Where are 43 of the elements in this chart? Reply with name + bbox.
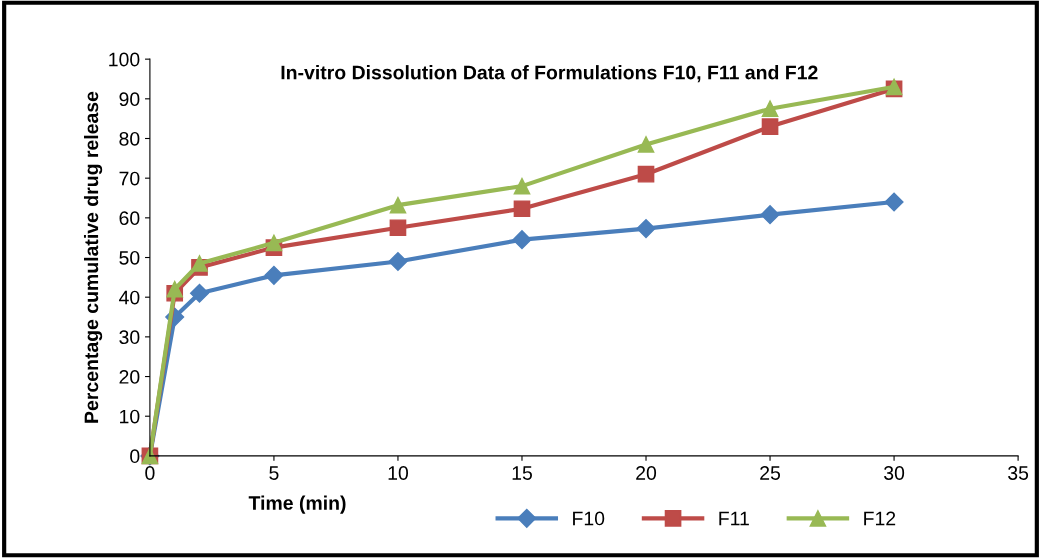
y-tick-label: 70 xyxy=(119,171,140,186)
x-tick-label: 35 xyxy=(1008,466,1029,480)
x-tick-label: 5 xyxy=(269,466,279,480)
x-tick-label: 25 xyxy=(760,466,781,480)
y-axis-title: Percentage cumulative drug release xyxy=(83,91,103,423)
y-tick-label: 90 xyxy=(119,92,140,107)
point xyxy=(166,280,184,298)
legend-label: F11 xyxy=(719,511,749,526)
point xyxy=(761,118,779,135)
x-tick-label: 10 xyxy=(388,466,409,480)
point xyxy=(389,219,407,237)
y-tick-label: 100 xyxy=(109,52,140,67)
point xyxy=(760,205,780,225)
y-tick-label: 50 xyxy=(119,250,140,265)
point xyxy=(191,255,208,272)
point xyxy=(189,283,210,303)
point xyxy=(388,251,408,272)
legend-label: F10 xyxy=(573,511,605,526)
point xyxy=(264,265,284,285)
point xyxy=(512,230,532,250)
point xyxy=(637,136,655,153)
x-tick-label: 0 xyxy=(145,466,155,480)
x-axis-title: Time (min) xyxy=(248,495,346,514)
point xyxy=(389,196,407,214)
y-tick-label: 20 xyxy=(119,370,140,384)
x-tick-label: 20 xyxy=(636,466,657,480)
x-tick-label: 30 xyxy=(884,466,905,480)
point xyxy=(513,200,531,218)
point xyxy=(265,234,283,252)
y-tick-label: 0 xyxy=(130,449,140,464)
y-tick-label: 60 xyxy=(119,211,140,226)
point xyxy=(513,177,531,195)
y-tick-label: 40 xyxy=(119,290,140,305)
chart-title: In-vitro Dissolution Data of Formulations F10, F11 and F12 xyxy=(281,65,818,83)
y-tick-label: 80 xyxy=(119,131,140,146)
point xyxy=(884,192,904,212)
y-tick-label: 30 xyxy=(119,330,140,345)
point xyxy=(761,100,779,118)
x-tick-label: 15 xyxy=(512,466,532,480)
point xyxy=(636,219,656,239)
y-tick-label: 10 xyxy=(120,409,140,424)
point xyxy=(637,165,655,183)
legend-label: F12 xyxy=(864,511,896,526)
